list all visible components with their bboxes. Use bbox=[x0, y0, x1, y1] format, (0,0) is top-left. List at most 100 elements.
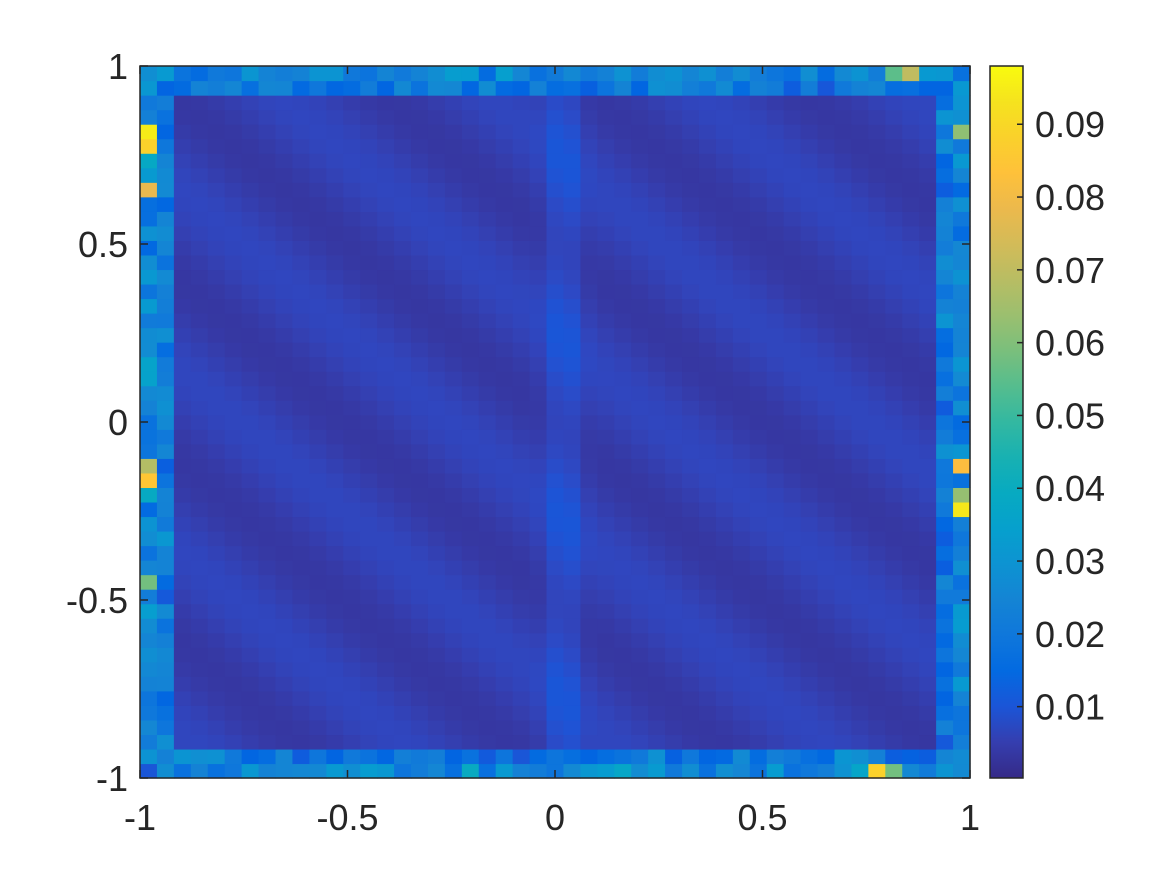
heatmap-cell bbox=[444, 574, 463, 590]
heatmap-cell bbox=[665, 618, 683, 634]
heatmap-cell bbox=[783, 618, 802, 634]
heatmap-cell bbox=[275, 124, 294, 140]
heatmap-cell bbox=[563, 589, 582, 605]
heatmap-cell bbox=[461, 196, 480, 212]
heatmap-cell bbox=[851, 80, 869, 96]
heatmap-cell bbox=[411, 530, 429, 547]
heatmap-cell bbox=[190, 196, 209, 212]
heatmap-cell bbox=[902, 298, 920, 314]
heatmap-cell bbox=[190, 385, 209, 401]
heatmap-cell bbox=[749, 327, 768, 343]
heatmap-cell bbox=[597, 240, 615, 256]
heatmap-cell bbox=[783, 748, 802, 765]
heatmap-cell bbox=[377, 167, 395, 183]
heatmap-cell bbox=[919, 371, 937, 387]
heatmap-cell bbox=[478, 313, 497, 329]
heatmap-cell bbox=[343, 530, 361, 547]
heatmap-cell bbox=[783, 196, 802, 212]
heatmap-cell bbox=[190, 705, 209, 721]
heatmap-cell bbox=[732, 153, 751, 169]
heatmap-cell bbox=[411, 196, 429, 212]
heatmap-cell bbox=[597, 327, 615, 343]
heatmap-cell bbox=[817, 618, 836, 634]
heatmap-cell bbox=[546, 690, 565, 706]
heatmap-cell bbox=[631, 225, 649, 241]
heatmap-cell bbox=[851, 269, 869, 285]
heatmap-cell bbox=[343, 458, 361, 474]
heatmap-cell bbox=[868, 414, 886, 430]
heatmap-cell bbox=[275, 167, 294, 183]
heatmap-cell bbox=[631, 545, 649, 561]
heatmap-cell bbox=[902, 603, 920, 619]
heatmap-cell bbox=[783, 254, 802, 271]
heatmap-cell bbox=[529, 269, 548, 285]
heatmap-cell bbox=[190, 763, 209, 779]
heatmap-cell bbox=[580, 66, 598, 82]
heatmap-cell bbox=[648, 661, 666, 677]
heatmap-cell bbox=[834, 501, 853, 518]
heatmap-cell bbox=[512, 342, 531, 358]
heatmap-cell bbox=[156, 298, 175, 314]
heatmap-cell bbox=[631, 574, 649, 590]
heatmap-cell bbox=[682, 356, 700, 372]
heatmap-cell bbox=[648, 516, 666, 532]
heatmap-cell bbox=[343, 109, 361, 125]
heatmap-cell bbox=[919, 182, 937, 198]
heatmap-cell bbox=[495, 763, 514, 779]
heatmap-cell bbox=[495, 545, 514, 561]
heatmap-cell bbox=[529, 371, 548, 387]
heatmap-cell bbox=[783, 182, 802, 198]
heatmap-cell bbox=[766, 618, 785, 634]
heatmap-cell bbox=[529, 138, 548, 154]
heatmap-cell bbox=[902, 530, 920, 547]
heatmap-cell bbox=[444, 385, 463, 401]
heatmap-cell bbox=[817, 647, 836, 663]
heatmap-cell bbox=[851, 414, 869, 430]
heatmap-cell bbox=[919, 603, 937, 619]
heatmap-cell bbox=[241, 95, 260, 111]
heatmap-cell bbox=[597, 283, 615, 300]
heatmap-cell bbox=[563, 211, 582, 227]
heatmap-cell bbox=[478, 182, 497, 198]
heatmap-cell bbox=[546, 95, 565, 111]
heatmap-cell bbox=[343, 240, 361, 256]
heatmap-cell bbox=[834, 254, 853, 271]
heatmap-cell bbox=[512, 647, 531, 663]
heatmap-cell bbox=[800, 545, 819, 561]
heatmap-cell bbox=[800, 400, 819, 416]
heatmap-cell bbox=[682, 95, 700, 111]
heatmap-cell bbox=[190, 342, 209, 358]
heatmap-cell bbox=[411, 676, 429, 692]
heatmap-cell bbox=[360, 153, 378, 169]
heatmap-cell bbox=[190, 530, 209, 547]
heatmap-cell bbox=[953, 458, 971, 474]
heatmap-cell bbox=[631, 458, 649, 474]
heatmap-cell bbox=[546, 734, 565, 750]
heatmap-cell bbox=[427, 748, 446, 765]
heatmap-cell bbox=[698, 574, 717, 590]
heatmap-cell bbox=[614, 589, 632, 605]
heatmap-cell bbox=[461, 589, 480, 605]
heatmap-cell bbox=[224, 530, 243, 547]
heatmap-cell bbox=[631, 80, 649, 96]
heatmap-cell bbox=[444, 240, 463, 256]
heatmap-cell bbox=[140, 763, 158, 779]
heatmap-cell bbox=[682, 371, 700, 387]
heatmap-cell bbox=[885, 516, 903, 532]
heatmap-cell bbox=[512, 254, 531, 271]
heatmap-cell bbox=[580, 167, 598, 183]
heatmap-cell bbox=[580, 371, 598, 387]
heatmap-cell bbox=[224, 153, 243, 169]
heatmap-cell bbox=[140, 356, 158, 372]
heatmap-cell bbox=[427, 385, 446, 401]
heatmap-cell bbox=[190, 632, 209, 648]
heatmap-cell bbox=[478, 472, 497, 488]
heatmap-cell bbox=[631, 589, 649, 605]
heatmap-cell bbox=[885, 690, 903, 706]
heatmap-cell bbox=[326, 472, 344, 488]
heatmap-cell bbox=[411, 109, 429, 125]
heatmap-cell bbox=[258, 429, 277, 445]
heatmap-cell bbox=[563, 661, 582, 677]
heatmap-cell bbox=[580, 632, 598, 648]
heatmap-cell bbox=[241, 167, 260, 183]
